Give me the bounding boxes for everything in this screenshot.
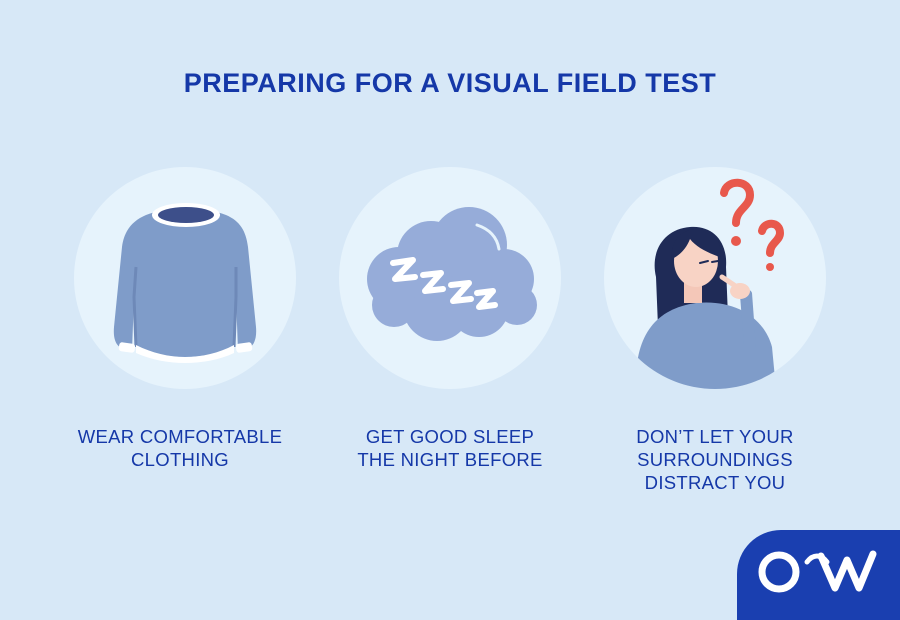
brand-logo-badge (737, 530, 900, 620)
ow-logo-icon (758, 550, 877, 593)
tip-caption-line: SURROUNDINGS (637, 449, 793, 470)
sweater-icon (113, 203, 257, 363)
tip-caption-line: DISTRACT YOU (644, 472, 786, 493)
tip-caption-distraction: DON’T LET YOUR SURROUNDINGS DISTRACT YOU (575, 425, 855, 494)
tip-caption-clothing: WEAR COMFORTABLE CLOTHING (40, 425, 320, 471)
tip-caption-line: WEAR COMFORTABLE (77, 426, 283, 447)
tip-caption-line: THE NIGHT BEFORE (357, 449, 543, 470)
tip-illustration-clothing (74, 167, 296, 389)
sleep-cloud-icon (367, 207, 537, 341)
tip-caption-sleep: GET GOOD SLEEP THE NIGHT BEFORE (310, 425, 590, 471)
tip-caption-line: CLOTHING (131, 449, 229, 470)
tip-caption-line: DON’T LET YOUR (636, 426, 794, 447)
tip-illustration-sleep (339, 167, 561, 389)
tip-caption-line: GET GOOD SLEEP (365, 426, 535, 447)
thinking-woman-icon (635, 178, 785, 389)
page-title: PREPARING FOR A VISUAL FIELD TEST (183, 68, 717, 98)
tip-illustration-distraction (604, 167, 826, 389)
